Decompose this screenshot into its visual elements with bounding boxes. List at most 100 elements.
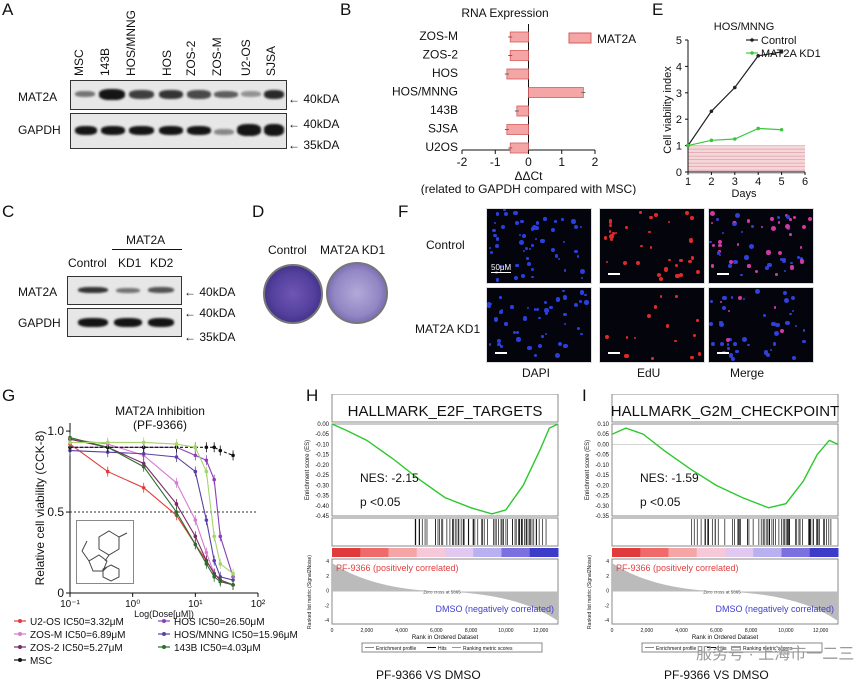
cell-nucleus — [638, 275, 643, 280]
legend-marker — [162, 619, 166, 623]
cell-nucleus — [735, 349, 739, 354]
cell-nucleus — [557, 257, 561, 261]
cell-nucleus — [766, 352, 771, 357]
x-tick-label: -1 — [490, 155, 501, 169]
y-tick-label: -0.05 — [315, 432, 329, 438]
scale-bar — [495, 352, 507, 354]
cell-nucleus — [513, 275, 518, 281]
cell-nucleus — [574, 303, 579, 308]
x-tick-label: -2 — [457, 155, 468, 169]
cell-nucleus — [718, 240, 723, 245]
bar — [509, 50, 529, 61]
positive-label: PF-9366 (positively correlated) — [336, 563, 459, 573]
category-label: 143B — [430, 103, 458, 117]
x-tick-label: 0 — [611, 628, 614, 634]
y-tick-label: 1 — [676, 141, 682, 153]
cell-nucleus — [747, 343, 750, 346]
es-panel — [331, 423, 559, 517]
panel-c-marker-3: ← 35kDA — [184, 330, 236, 344]
legend-label: Ranking metric scores — [463, 646, 513, 652]
panel-d-letter: D — [252, 202, 265, 221]
cell-nucleus — [501, 308, 504, 312]
cell-nucleus — [653, 246, 657, 250]
cell-nucleus — [650, 357, 654, 360]
cell-nucleus — [608, 230, 612, 233]
category-label: U2OS — [425, 140, 458, 154]
data-point — [733, 85, 737, 90]
cell-nucleus — [621, 288, 624, 291]
cell-nucleus — [715, 217, 720, 222]
x-tick-label: 2 — [708, 176, 714, 188]
chart-subtitle: (PF-9366) — [133, 418, 187, 432]
cell-nucleus — [684, 279, 686, 281]
cell-nucleus — [711, 243, 715, 247]
x-tick-label: 8,000 — [465, 628, 478, 634]
cell-nucleus — [766, 250, 771, 255]
cell-nucleus — [635, 302, 638, 305]
y-tick-label: -0.35 — [315, 494, 329, 500]
cell-nucleus — [623, 260, 628, 265]
panel-c-mat2a-blot — [67, 276, 182, 305]
y-axis-label: Enrichment score (ES) — [585, 440, 591, 500]
y-tick-label: 0.00 — [317, 422, 329, 428]
cell-nucleus — [535, 307, 540, 312]
cell-nucleus — [496, 342, 501, 347]
x-axis-label: Days — [731, 188, 757, 200]
ranked-metric-area — [332, 563, 558, 621]
cell-nucleus — [732, 342, 737, 346]
cell-nucleus — [522, 233, 527, 238]
x-tick-label: 12,000 — [533, 628, 549, 634]
panel-c-marker-1: ← 40kDA — [184, 285, 236, 299]
panel-a-marker-2: ← 40kDA — [288, 117, 340, 131]
p-value-label: p <0.05 — [360, 495, 401, 509]
x-tick-label: 2,000 — [361, 628, 374, 634]
y-tick-label: 0 — [676, 167, 682, 179]
rank-gradient-segment — [753, 548, 782, 557]
cell-nucleus — [788, 218, 792, 222]
legend-marker — [750, 51, 754, 55]
p-value-label: p <0.05 — [640, 495, 681, 509]
cell-nucleus — [710, 221, 713, 224]
y-tick-label: 0.5 — [47, 505, 64, 519]
cell-nucleus — [562, 240, 565, 243]
y-tick-label: -0.20 — [595, 483, 609, 489]
cell-nucleus — [637, 338, 642, 343]
cell-nucleus — [603, 290, 608, 295]
cell-nucleus — [563, 312, 567, 317]
y-tick-label: -4 — [325, 618, 330, 624]
cell-nucleus — [772, 342, 777, 346]
y-axis-label: Relative cell viability (CCK-8) — [33, 431, 47, 586]
cell-nucleus — [659, 295, 663, 298]
cell-nucleus — [750, 224, 755, 229]
cell-nucleus — [515, 220, 520, 225]
cell-nucleus — [635, 277, 638, 280]
cell-nucleus — [494, 243, 499, 248]
y-tick-label: 2 — [606, 574, 609, 580]
hatched-baseline-area — [688, 145, 805, 172]
cell-nucleus — [527, 262, 531, 266]
cell-nucleus — [718, 253, 721, 256]
x-tick-label: 1 — [685, 176, 691, 188]
data-point — [779, 127, 784, 132]
x-tick-label: 1 — [558, 155, 565, 169]
cell-nucleus — [719, 300, 723, 303]
microscopy-image: 50μM — [486, 208, 592, 284]
cell-nucleus — [710, 264, 715, 268]
marker-text: 40kDA — [199, 306, 236, 320]
cell-nucleus — [783, 269, 786, 272]
cell-nucleus — [630, 275, 633, 278]
cell-nucleus — [579, 225, 582, 228]
cell-nucleus — [489, 251, 493, 254]
cell-nucleus — [735, 213, 741, 218]
data-point — [709, 109, 714, 114]
cell-nucleus — [777, 221, 781, 224]
y-tick-label: -0.20 — [315, 463, 329, 469]
legend-label: U2-OS IC50=3.32μM — [30, 617, 124, 628]
panel-f-col-edu: EdU — [637, 366, 661, 380]
cell-nucleus — [744, 255, 750, 260]
cell-nucleus — [563, 322, 566, 325]
scale-label: 50μM — [491, 263, 512, 273]
cell-nucleus — [534, 308, 537, 311]
legend-marker — [750, 38, 754, 42]
cell-nucleus — [563, 343, 568, 349]
